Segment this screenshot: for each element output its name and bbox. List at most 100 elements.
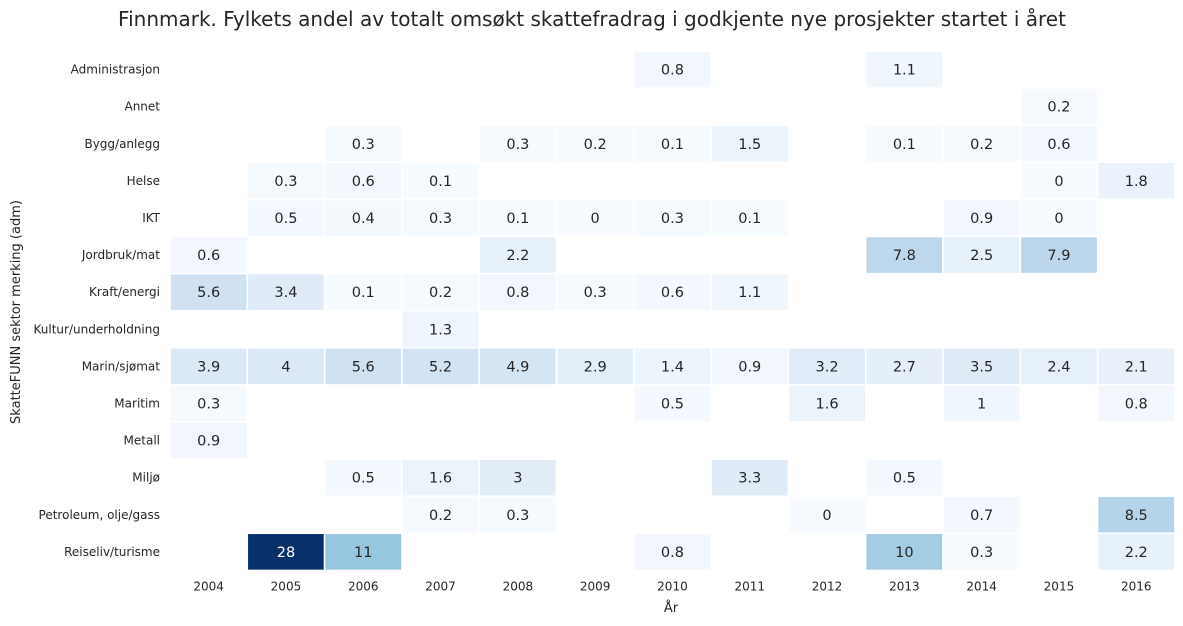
- heatmap-cells: 0.8 1.1 0.2 0.3 0.3 0.2 0.1 1.5 0.1 0.2 0.6 0.3 0.6 0…: [169, 50, 1176, 572]
- cell-value-kultur-underholdning-2007: 1.3: [429, 322, 452, 338]
- heatmap-cell-marin-sjømat-2005: [246, 347, 326, 386]
- heatmap-cell-maritim-2016: [1096, 384, 1176, 423]
- y-tick-miljø: Miljø: [132, 471, 160, 485]
- heatmap-cell-miljø-2013: [864, 458, 944, 497]
- y-tick-annet: Annet: [124, 100, 160, 114]
- cell-value-reiseliv-turisme-2005: 28: [277, 545, 295, 561]
- heatmap-cell-bygg-anlegg-2015: [1019, 124, 1099, 164]
- cell-value-marin-sjømat-2014: 3.5: [970, 359, 993, 375]
- heatmap-cell-marin-sjømat-2013: [864, 347, 944, 386]
- cell-value-helse-2007: 0.1: [429, 174, 452, 190]
- x-tick-labels: 2004 2005 2006 2007 2008 2009 2010 2011 2012 2013…: [193, 579, 1151, 593]
- cell-value-marin-sjømat-2009: 2.9: [584, 359, 607, 375]
- heatmap-cell-administrasjon-2013: [864, 50, 944, 89]
- y-tick-jordbruk-mat: Jordbruk/mat: [81, 248, 160, 262]
- heatmap-cell-jordbruk-mat-2014: [942, 235, 1022, 275]
- heatmap-cell-marin-sjømat-2006: [323, 347, 403, 386]
- heatmap-cell-reiseliv-turisme-2014: [942, 532, 1022, 572]
- heatmap-cell-miljø-2008: [478, 458, 558, 497]
- x-tick-2007: 2007: [425, 579, 456, 593]
- cell-value-kraft-energi-2006: 0.1: [352, 285, 375, 301]
- heatmap-cell-jordbruk-mat-2015: [1019, 235, 1099, 275]
- x-axis-label: År: [664, 600, 679, 616]
- heatmap-cell-reiseliv-turisme-2010: [633, 532, 712, 572]
- cell-value-ikt-2006: 0.4: [352, 211, 375, 227]
- cell-value-bygg-anlegg-2013: 0.1: [893, 137, 916, 153]
- heatmap-cell-ikt-2005: [246, 198, 326, 238]
- cell-value-ikt-2007: 0.3: [429, 211, 452, 227]
- heatmap-cell-ikt-2011: [710, 198, 790, 238]
- heatmap-cell-petroleum-olje-gass-2007: [401, 495, 480, 535]
- cell-value-maritim-2012: 1.6: [816, 396, 839, 412]
- heatmap-cell-bygg-anlegg-2009: [555, 124, 635, 164]
- cell-value-kraft-energi-2009: 0.3: [584, 285, 607, 301]
- heatmap-cell-jordbruk-mat-2004: [169, 235, 249, 275]
- heatmap-cell-metall-2004: [169, 421, 249, 460]
- cell-value-ikt-2011: 0.1: [738, 211, 761, 227]
- heatmap-cell-ikt-2008: [478, 198, 558, 238]
- cell-value-marin-sjømat-2008: 4.9: [506, 359, 529, 375]
- cell-value-bygg-anlegg-2008: 0.3: [506, 137, 529, 153]
- heatmap-cell-maritim-2012: [787, 384, 867, 423]
- heatmap-cell-helse-2005: [246, 161, 326, 201]
- x-tick-2004: 2004: [193, 579, 224, 593]
- heatmap-cell-kraft-energi-2008: [478, 272, 558, 312]
- cell-value-jordbruk-mat-2008: 2.2: [506, 248, 529, 264]
- cell-value-maritim-2016: 0.8: [1125, 396, 1148, 412]
- heatmap-cell-petroleum-olje-gass-2008: [478, 495, 558, 535]
- cell-value-jordbruk-mat-2004: 0.6: [197, 248, 220, 264]
- cell-value-maritim-2014: 1: [977, 396, 986, 412]
- cell-value-jordbruk-mat-2013: 7.8: [893, 248, 916, 264]
- y-tick-kultur-underholdning: Kultur/underholdning: [34, 322, 161, 336]
- cell-value-ikt-2008: 0.1: [506, 211, 529, 227]
- cell-value-marin-sjømat-2012: 3.2: [816, 359, 839, 375]
- cell-value-bygg-anlegg-2006: 0.3: [352, 137, 375, 153]
- cell-value-ikt-2010: 0.3: [661, 211, 684, 227]
- cell-value-marin-sjømat-2004: 3.9: [197, 359, 220, 375]
- heatmap-cell-miljø-2011: [710, 458, 790, 497]
- cell-value-reiseliv-turisme-2006: 11: [354, 545, 372, 561]
- y-tick-marin-sjømat: Marin/sjømat: [82, 359, 161, 373]
- heatmap-cell-kraft-energi-2009: [555, 272, 635, 312]
- chart-title: Finnmark. Fylkets andel av totalt omsøkt…: [118, 7, 1066, 31]
- y-tick-kraft-energi: Kraft/energi: [89, 285, 160, 299]
- x-tick-2011: 2011: [734, 579, 765, 593]
- cell-value-kraft-energi-2010: 0.6: [661, 285, 684, 301]
- y-tick-reiseliv-turisme: Reiseliv/turisme: [64, 545, 160, 559]
- x-tick-2008: 2008: [503, 579, 534, 593]
- cell-value-administrasjon-2013: 1.1: [893, 63, 916, 79]
- heatmap-cell-ikt-2009: [555, 198, 635, 238]
- cell-value-marin-sjømat-2016: 2.1: [1125, 359, 1148, 375]
- cell-value-miljø-2006: 0.5: [352, 471, 375, 487]
- heatmap-cell-bygg-anlegg-2011: [710, 124, 790, 164]
- cell-value-petroleum-olje-gass-2016: 8.5: [1125, 508, 1148, 524]
- heatmap-cell-petroleum-olje-gass-2014: [942, 495, 1022, 535]
- cell-value-marin-sjømat-2011: 0.9: [738, 359, 761, 375]
- x-tick-2012: 2012: [812, 579, 843, 593]
- heatmap-cell-reiseliv-turisme-2005: [246, 532, 326, 572]
- cell-value-marin-sjømat-2007: 5.2: [429, 359, 452, 375]
- heatmap-cell-marin-sjømat-2011: [710, 347, 790, 386]
- cell-value-administrasjon-2010: 0.8: [661, 63, 684, 79]
- heatmap-cell-bygg-anlegg-2013: [864, 124, 944, 164]
- cell-value-bygg-anlegg-2010: 0.1: [661, 137, 684, 153]
- heatmap-cell-marin-sjømat-2010: [633, 347, 712, 386]
- heatmap-cell-petroleum-olje-gass-2012: [787, 495, 867, 535]
- cell-value-marin-sjømat-2005: 4: [281, 359, 290, 375]
- cell-value-bygg-anlegg-2009: 0.2: [584, 137, 607, 153]
- cell-value-kraft-energi-2007: 0.2: [429, 285, 452, 301]
- heatmap-cell-marin-sjømat-2009: [555, 347, 635, 386]
- heatmap-cell-petroleum-olje-gass-2016: [1096, 495, 1176, 535]
- heatmap-cell-kraft-energi-2010: [633, 272, 712, 312]
- cell-value-reiseliv-turisme-2016: 2.2: [1125, 545, 1148, 561]
- cell-value-petroleum-olje-gass-2008: 0.3: [506, 508, 529, 524]
- heatmap-cell-marin-sjømat-2014: [942, 347, 1022, 386]
- y-tick-metall: Metall: [124, 434, 160, 448]
- cell-value-annet-2015: 0.2: [1047, 100, 1070, 116]
- cell-value-helse-2005: 0.3: [274, 174, 297, 190]
- x-tick-2010: 2010: [657, 579, 688, 593]
- cell-value-reiseliv-turisme-2013: 10: [895, 545, 913, 561]
- cell-value-maritim-2010: 0.5: [661, 396, 684, 412]
- cell-value-miljø-2007: 1.6: [429, 471, 452, 487]
- cell-value-metall-2004: 0.9: [197, 434, 220, 450]
